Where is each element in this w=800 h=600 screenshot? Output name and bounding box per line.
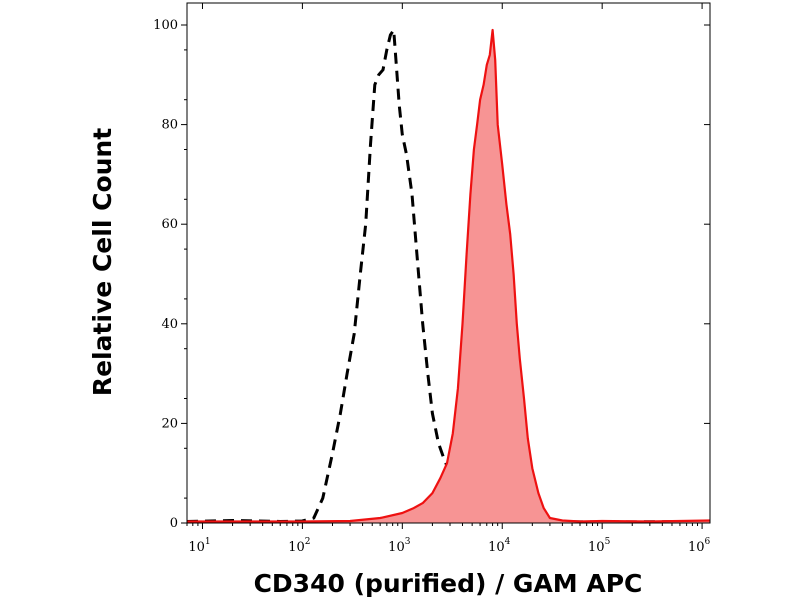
x-tick-exponent: 2 bbox=[305, 537, 311, 547]
y-tick-label-5: 100 bbox=[153, 18, 178, 33]
x-tick-base: 10 bbox=[488, 540, 505, 555]
x-tick-label-5: 106 bbox=[688, 537, 711, 555]
plot-area bbox=[186, 28, 711, 524]
y-tick-label-4: 80 bbox=[161, 118, 178, 133]
series-line-0 bbox=[186, 28, 711, 524]
y-tick-label-2: 40 bbox=[161, 317, 178, 332]
y-tick-label-0: 0 bbox=[170, 516, 178, 531]
x-tick-exponent: 6 bbox=[704, 537, 710, 547]
x-tick-exponent: 1 bbox=[205, 537, 211, 547]
x-tick-base: 10 bbox=[588, 540, 605, 555]
x-tick-exponent: 5 bbox=[605, 537, 611, 547]
x-tick-base: 10 bbox=[688, 540, 705, 555]
series-line-1 bbox=[187, 28, 711, 523]
x-tick-exponent: 4 bbox=[505, 537, 511, 547]
x-axis-title: CD340 (purified) / GAM APC bbox=[254, 569, 643, 598]
x-tick-base: 10 bbox=[188, 540, 205, 555]
y-tick-label-3: 60 bbox=[161, 217, 178, 232]
x-tick-exponent: 3 bbox=[405, 537, 411, 547]
plot-frame bbox=[186, 2, 711, 524]
x-tick-base: 10 bbox=[388, 540, 405, 555]
x-tick-label-4: 105 bbox=[588, 537, 611, 555]
series-fill-1 bbox=[187, 30, 710, 523]
x-tick-label-3: 104 bbox=[488, 537, 511, 555]
x-tick-label-0: 101 bbox=[188, 537, 210, 555]
x-tick-label-2: 103 bbox=[388, 537, 411, 555]
y-tick-label-1: 20 bbox=[161, 416, 178, 431]
y-axis-title: Relative Cell Count bbox=[88, 128, 117, 396]
x-tick-base: 10 bbox=[288, 540, 305, 555]
x-tick-label-1: 102 bbox=[288, 537, 310, 555]
